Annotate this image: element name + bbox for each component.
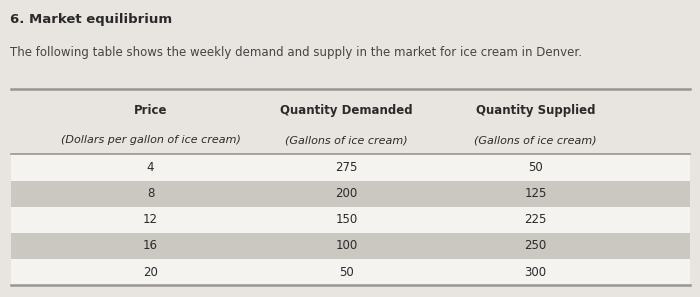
- Bar: [10, 259, 690, 285]
- Text: 225: 225: [524, 213, 547, 226]
- Text: 6. Market equilibrium: 6. Market equilibrium: [10, 13, 173, 26]
- Text: 300: 300: [524, 266, 547, 279]
- Bar: [10, 181, 690, 207]
- Text: (Gallons of ice cream): (Gallons of ice cream): [474, 135, 597, 145]
- Text: 4: 4: [147, 161, 154, 174]
- Bar: [10, 233, 690, 259]
- Text: (Gallons of ice cream): (Gallons of ice cream): [285, 135, 408, 145]
- Text: Price: Price: [134, 104, 167, 116]
- Text: 250: 250: [524, 239, 547, 252]
- Text: 8: 8: [147, 187, 154, 200]
- Bar: [10, 154, 690, 181]
- Bar: [10, 207, 690, 233]
- Text: 200: 200: [335, 187, 358, 200]
- Text: 125: 125: [524, 187, 547, 200]
- Text: The following table shows the weekly demand and supply in the market for ice cre: The following table shows the weekly dem…: [10, 46, 582, 59]
- Text: (Dollars per gallon of ice cream): (Dollars per gallon of ice cream): [61, 135, 240, 145]
- Text: 50: 50: [528, 161, 543, 174]
- Text: 275: 275: [335, 161, 358, 174]
- Text: 16: 16: [143, 239, 158, 252]
- Text: 50: 50: [339, 266, 354, 279]
- Text: Quantity Supplied: Quantity Supplied: [476, 104, 595, 116]
- Text: Quantity Demanded: Quantity Demanded: [280, 104, 413, 116]
- Text: 150: 150: [335, 213, 358, 226]
- Bar: [10, 89, 690, 154]
- Text: 20: 20: [143, 266, 158, 279]
- Text: 12: 12: [143, 213, 158, 226]
- Text: 100: 100: [335, 239, 358, 252]
